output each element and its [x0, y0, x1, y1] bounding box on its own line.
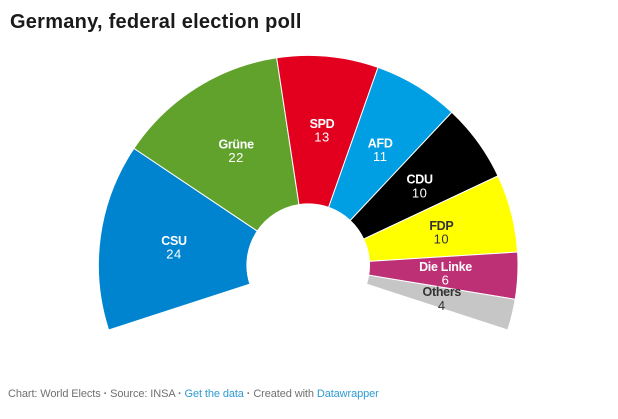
svg-text:4: 4: [438, 298, 446, 313]
svg-text:Others: Others: [423, 285, 462, 299]
svg-text:AFD: AFD: [368, 136, 393, 150]
svg-text:11: 11: [373, 149, 388, 164]
svg-text:10: 10: [412, 185, 427, 200]
svg-text:13: 13: [314, 130, 329, 145]
svg-text:CDU: CDU: [407, 173, 433, 187]
svg-text:6: 6: [442, 272, 450, 287]
svg-text:Grüne: Grüne: [218, 138, 254, 152]
svg-text:CSU: CSU: [161, 234, 187, 248]
svg-text:FDP: FDP: [429, 219, 453, 233]
svg-text:Die Linke: Die Linke: [419, 260, 472, 274]
svg-text:24: 24: [166, 247, 181, 262]
svg-text:22: 22: [228, 150, 243, 165]
svg-text:10: 10: [434, 232, 449, 247]
svg-text:SPD: SPD: [310, 117, 335, 131]
